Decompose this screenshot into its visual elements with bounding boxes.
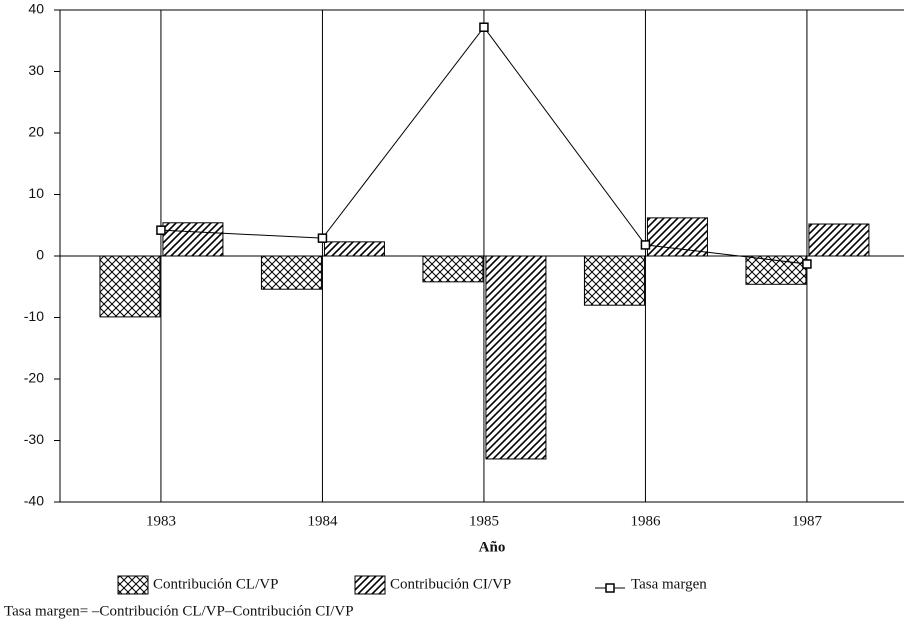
bar bbox=[646, 217, 708, 257]
y-tick-label: -10 bbox=[24, 308, 44, 324]
y-tick-label: -20 bbox=[24, 370, 44, 386]
legend-swatch bbox=[117, 575, 149, 595]
x-tick-label: 1985 bbox=[469, 513, 499, 529]
bar bbox=[485, 255, 547, 460]
legend-label: Tasa margen bbox=[631, 576, 707, 592]
y-tick-label: 40 bbox=[28, 1, 44, 17]
legend-swatch bbox=[354, 575, 386, 595]
note: Tasa margen= –Contribución CL/VP–Contrib… bbox=[4, 603, 354, 619]
marker bbox=[640, 240, 651, 250]
marker bbox=[156, 225, 166, 235]
legend-label: Contribución CL/VP bbox=[153, 576, 278, 592]
x-tick-label: 1986 bbox=[630, 513, 661, 529]
y-tick-label: 30 bbox=[28, 62, 44, 78]
x-axis-title: Año bbox=[479, 539, 506, 555]
marker bbox=[317, 233, 328, 243]
y-tick-label: -30 bbox=[24, 431, 44, 447]
y-tick-label: 10 bbox=[28, 185, 44, 201]
bar bbox=[808, 223, 870, 257]
marker bbox=[479, 22, 489, 32]
bar bbox=[422, 255, 484, 283]
marker bbox=[802, 259, 812, 269]
legend-marker bbox=[605, 583, 615, 593]
y-tick-label: -40 bbox=[24, 493, 44, 509]
bar bbox=[260, 255, 322, 290]
y-tick-label: 20 bbox=[28, 124, 44, 140]
y-tick-label: 0 bbox=[36, 247, 44, 263]
x-tick-label: 1984 bbox=[307, 513, 338, 529]
bar bbox=[583, 255, 645, 306]
legend-label: Contribución CI/VP bbox=[390, 576, 511, 592]
x-tick-label: 1987 bbox=[792, 513, 823, 529]
bar bbox=[323, 241, 385, 257]
bar bbox=[745, 255, 807, 285]
bar bbox=[162, 222, 224, 257]
bar bbox=[99, 255, 161, 318]
x-tick-label: 1983 bbox=[146, 513, 176, 529]
